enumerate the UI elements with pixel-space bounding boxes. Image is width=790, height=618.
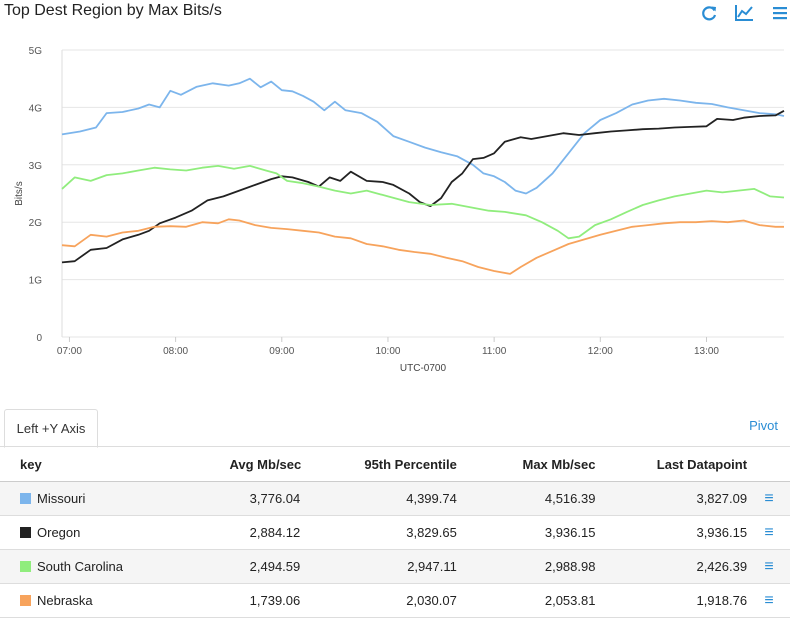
pivot-link[interactable]: Pivot (749, 418, 778, 433)
table-row: Missouri 3,776.04 4,399.74 4,516.39 3,82… (0, 481, 790, 516)
x-tick-label: 13:00 (694, 346, 719, 357)
row-key-cell: South Carolina (0, 549, 211, 584)
row-max: 3,936.15 (457, 515, 597, 550)
series-line-nebraska (61, 218, 784, 275)
row-actions-cell: ≡ (748, 481, 790, 516)
header-key[interactable]: key (0, 447, 211, 482)
page-title: Top Dest Region by Max Bits/s (4, 2, 222, 19)
row-max: 4,516.39 (457, 481, 597, 516)
series-swatch (20, 595, 31, 606)
x-tick-label: 09:00 (269, 346, 294, 357)
row-p95: 2,030.07 (301, 583, 458, 618)
row-max: 2,053.81 (457, 583, 597, 618)
row-last: 1,918.76 (596, 583, 749, 618)
row-key-cell: Missouri (0, 481, 211, 516)
x-tick-label: 11:00 (482, 346, 507, 357)
x-tick-label: 10:00 (375, 346, 400, 357)
header-p95[interactable]: 95th Percentile (301, 447, 458, 482)
row-key: Nebraska (37, 593, 93, 608)
header-last[interactable]: Last Datapoint (596, 447, 749, 482)
series-table: key Avg Mb/sec 95th Percentile Max Mb/se… (0, 447, 790, 618)
row-key: South Carolina (37, 559, 123, 574)
header-actions (748, 447, 790, 482)
line-chart-icon[interactable] (733, 2, 755, 24)
row-menu-icon[interactable]: ≡ (764, 489, 774, 507)
table-row: South Carolina 2,494.59 2,947.11 2,988.9… (0, 549, 790, 584)
row-actions-cell: ≡ (748, 549, 790, 584)
x-axis-title: UTC-0700 (400, 363, 447, 374)
line-chart: 0 1G 2G 3G 4G 5G 07:00 08:00 09:00 10:00 11:00 12:0… (14, 46, 785, 374)
row-p95: 4,399.74 (301, 481, 458, 516)
row-avg: 1,739.06 (210, 583, 302, 618)
row-menu-icon[interactable]: ≡ (764, 591, 774, 609)
series-swatch (20, 527, 31, 538)
y-tick-label: 3G (29, 161, 43, 172)
tab-bar: Left +Y Axis Pivot (0, 409, 790, 448)
table-row: Oregon 2,884.12 3,829.65 3,936.15 3,936.… (0, 515, 790, 550)
x-tick-label: 12:00 (588, 346, 613, 357)
row-menu-icon[interactable]: ≡ (764, 523, 774, 541)
row-last: 3,827.09 (596, 481, 749, 516)
y-tick-label: 5G (29, 46, 43, 57)
y-axis-title: Bits/s (14, 181, 25, 205)
row-actions-cell: ≡ (748, 583, 790, 618)
tab-divider (0, 446, 790, 447)
series-line-south-carolina (61, 165, 785, 240)
row-key: Missouri (37, 491, 86, 506)
table-row: Nebraska 1,739.06 2,030.07 2,053.81 1,91… (0, 583, 790, 618)
x-tick-label: 07:00 (57, 346, 82, 357)
y-tick-label: 1G (29, 276, 43, 287)
row-actions-cell: ≡ (748, 515, 790, 550)
row-key-cell: Nebraska (0, 583, 211, 618)
row-key: Oregon (37, 525, 81, 540)
row-max: 2,988.98 (457, 549, 597, 584)
y-tick-label: 4G (29, 103, 43, 114)
row-avg: 3,776.04 (210, 481, 302, 516)
series-line-oregon (61, 110, 785, 264)
row-key-cell: Oregon (0, 515, 211, 550)
tab-left-y-axis[interactable]: Left +Y Axis (4, 409, 98, 448)
row-p95: 2,947.11 (301, 549, 458, 584)
table-header-row: key Avg Mb/sec 95th Percentile Max Mb/se… (0, 447, 790, 482)
row-p95: 3,829.65 (301, 515, 458, 550)
x-tick-label: 08:00 (163, 346, 188, 357)
header-avg[interactable]: Avg Mb/sec (210, 447, 302, 482)
series-swatch (20, 561, 31, 572)
header-max[interactable]: Max Mb/sec (457, 447, 597, 482)
series-swatch (20, 493, 31, 504)
y-tick-label: 0 (36, 333, 42, 344)
row-last: 2,426.39 (596, 549, 749, 584)
refresh-icon[interactable] (698, 2, 720, 24)
row-avg: 2,884.12 (210, 515, 302, 550)
row-menu-icon[interactable]: ≡ (764, 557, 774, 575)
row-last: 3,936.15 (596, 515, 749, 550)
series-line-missouri (61, 77, 785, 195)
row-avg: 2,494.59 (210, 549, 302, 584)
y-tick-label: 2G (29, 218, 43, 229)
menu-icon[interactable] (769, 2, 790, 24)
